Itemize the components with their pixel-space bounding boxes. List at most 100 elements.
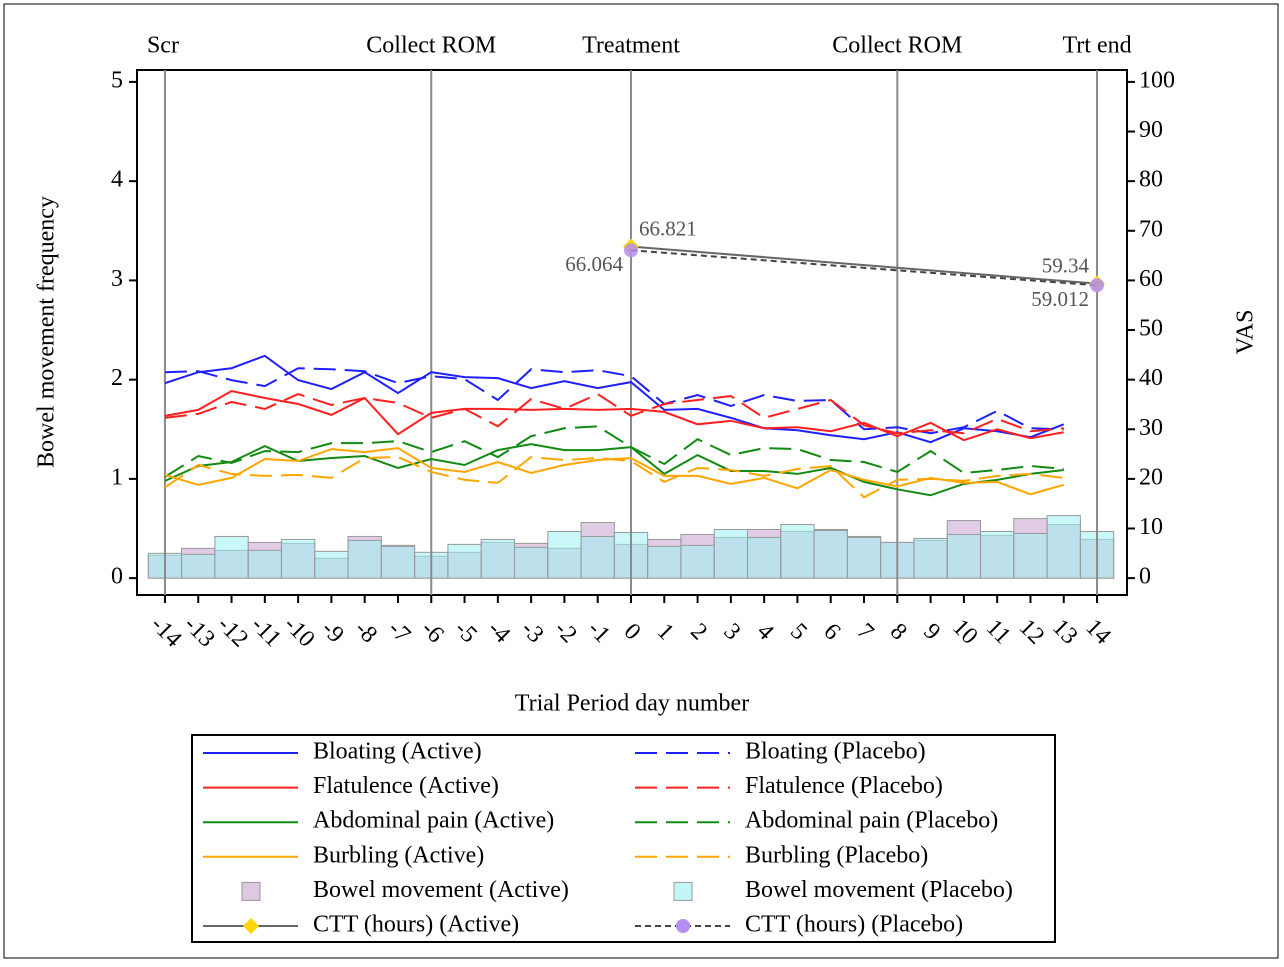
bar <box>780 524 815 579</box>
legend-label: CTT (hours) (Active) <box>313 912 519 938</box>
frame <box>3 3 1279 959</box>
bar <box>680 544 715 579</box>
y2-tick-label: 80 <box>1139 167 1163 193</box>
y2-tick-label: 90 <box>1139 117 1163 143</box>
y2-tick-label: 40 <box>1139 365 1163 391</box>
legend-label: Bloating (Placebo) <box>745 739 926 765</box>
x-tick-label: -5 <box>449 616 482 649</box>
x-tick-label: 5 <box>785 619 812 646</box>
series-line <box>630 245 1098 285</box>
y2-tick-label: 100 <box>1139 67 1175 93</box>
y-tick-label: 3 <box>111 266 123 292</box>
bar <box>580 535 615 579</box>
data-label: 66.064 <box>565 252 623 276</box>
series-line <box>164 367 1064 435</box>
legend-label: Flatulence (Active) <box>313 773 499 799</box>
legend-label: Flatulence (Placebo) <box>745 773 943 799</box>
legend-label: Bowel movement (Placebo) <box>745 877 1013 903</box>
bar <box>813 529 848 579</box>
x-tick-label: 1 <box>652 619 679 646</box>
legend-marker <box>243 918 259 934</box>
series-line <box>164 443 1064 497</box>
y2-tick-label: 30 <box>1139 415 1163 441</box>
legend-label: CTT (hours) (Placebo) <box>745 912 963 938</box>
series-line <box>164 354 1065 444</box>
reference-label: Treatment <box>582 33 680 59</box>
bar <box>1013 532 1048 579</box>
y2-tick-label: 50 <box>1139 316 1163 342</box>
reference-label: Collect ROM <box>832 33 962 59</box>
legend-label: Burbling (Active) <box>313 842 484 868</box>
bar <box>846 536 882 579</box>
y2-tick-label: 70 <box>1139 216 1163 242</box>
x-tick-label: -4 <box>483 616 516 649</box>
bar <box>747 536 782 579</box>
x-axis-title: Trial Period day number <box>515 691 749 717</box>
x-tick-label: 14 <box>1080 614 1115 649</box>
series-line <box>164 389 1064 442</box>
legend-marker <box>676 919 690 933</box>
legend-label: Burbling (Placebo) <box>745 842 928 868</box>
series-line <box>630 249 1098 287</box>
x-tick-label: -2 <box>549 616 582 649</box>
x-tick-label: -9 <box>316 616 349 649</box>
legend-label: Abdominal pain (Active) <box>313 808 554 834</box>
reference-label: Trt end <box>1062 33 1131 59</box>
x-tick-label: 4 <box>752 619 779 646</box>
bar <box>314 550 349 579</box>
bar <box>181 553 216 579</box>
series-line <box>164 425 1064 478</box>
data-label: 59.34 <box>1042 253 1090 277</box>
bar <box>713 528 749 579</box>
x-tick-label: -10 <box>279 611 320 652</box>
bar <box>513 546 549 579</box>
x-tick-label: -11 <box>246 612 286 652</box>
bar <box>946 533 982 579</box>
y2-tick-label: 20 <box>1139 464 1163 490</box>
bar <box>347 539 382 579</box>
x-tick-label: -6 <box>416 616 449 649</box>
bar <box>247 549 282 579</box>
x-tick-label: 0 <box>619 619 646 646</box>
legend-label: Bowel movement (Active) <box>313 877 569 903</box>
x-tick-label: 9 <box>918 619 945 646</box>
x-tick-label: -3 <box>516 616 549 649</box>
legend-swatch <box>241 881 261 901</box>
series-line <box>164 447 1065 496</box>
legend-swatch <box>673 881 693 901</box>
data-label: 66.821 <box>639 216 697 240</box>
legend-label: Bloating (Active) <box>313 739 482 765</box>
x-tick-label: 10 <box>947 614 982 649</box>
x-tick-label: 6 <box>818 619 845 646</box>
y2-tick-label: 60 <box>1139 266 1163 292</box>
marker <box>1090 278 1105 293</box>
y2-tick-label: 0 <box>1139 564 1151 590</box>
reference-label: Collect ROM <box>366 33 496 59</box>
bar <box>380 545 416 579</box>
y-tick-label: 0 <box>111 564 123 590</box>
series-line <box>164 392 1064 435</box>
legend-label: Abdominal pain (Placebo) <box>745 808 998 834</box>
bar <box>280 538 316 579</box>
x-tick-label: 13 <box>1047 614 1082 649</box>
data-label: 59.012 <box>1031 287 1089 311</box>
bar <box>1046 515 1081 579</box>
x-tick-label: 2 <box>685 619 712 646</box>
y2-tick-label: 10 <box>1139 514 1163 540</box>
y-tick-label: 5 <box>111 67 123 93</box>
bar <box>480 538 515 579</box>
x-tick-label: -7 <box>383 616 416 649</box>
x-tick-label: 8 <box>885 619 912 646</box>
x-tick-label: 7 <box>852 619 879 646</box>
bar <box>913 537 948 579</box>
x-tick-label: 12 <box>1014 614 1049 649</box>
legend <box>191 734 1056 943</box>
bar <box>647 545 682 579</box>
y2-axis-title: VAS <box>1233 310 1259 355</box>
bar <box>214 535 249 579</box>
x-tick-label: -12 <box>212 611 253 652</box>
reference-label: Scr <box>147 33 179 59</box>
x-tick-label: -1 <box>582 616 615 649</box>
y-tick-label: 2 <box>111 365 123 391</box>
